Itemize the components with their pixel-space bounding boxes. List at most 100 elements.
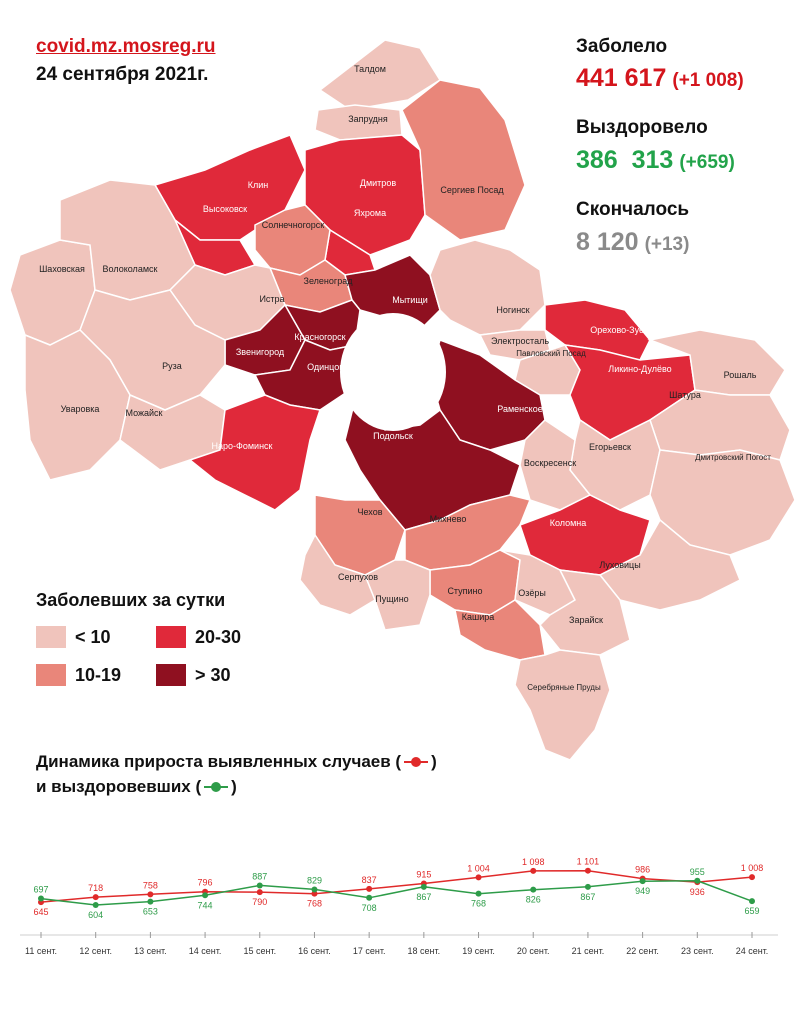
- x-tick-label: 19 сент.: [462, 946, 495, 956]
- data-label: 936: [690, 887, 705, 897]
- legend-label: 10-19: [75, 665, 121, 686]
- region-label: Орехово-Зуево: [590, 325, 653, 335]
- legend-title: Заболевших за сутки: [36, 590, 225, 611]
- data-label: 915: [416, 870, 431, 880]
- data-label: 1 101: [577, 857, 600, 867]
- deaths-value: 8 120 (+13): [576, 228, 689, 257]
- region-label: Руза: [162, 361, 182, 371]
- region-label: Серебряные Пруды: [527, 683, 601, 692]
- x-tick-label: 12 сент.: [79, 946, 112, 956]
- x-tick-label: 13 сент.: [134, 946, 167, 956]
- data-label: 1 004: [467, 863, 490, 873]
- series-point-1: [421, 884, 427, 890]
- series-point-1: [366, 895, 372, 901]
- region-label: Солнечногорск: [262, 220, 324, 230]
- region-label: Рошаль: [724, 370, 757, 380]
- recovered-value: 386 313 (+659): [576, 146, 735, 175]
- data-label: 697: [33, 885, 48, 895]
- infected-label: Заболело: [576, 36, 667, 58]
- legend-swatch: [156, 626, 186, 648]
- data-label: 708: [362, 903, 377, 913]
- region-label: Ступино: [447, 586, 482, 596]
- series-point-1: [749, 898, 755, 904]
- series-point-0: [476, 874, 482, 880]
- region-label: Луховицы: [599, 560, 640, 570]
- series-point-1: [93, 902, 99, 908]
- region-label: Шатура: [669, 390, 701, 400]
- data-label: 645: [33, 907, 48, 917]
- data-label: 829: [307, 875, 322, 885]
- red-dot-line-icon: [404, 757, 428, 767]
- region-label: Пущино: [375, 594, 408, 604]
- x-tick-label: 20 сент.: [517, 946, 550, 956]
- data-label: 867: [416, 892, 431, 902]
- region-label: Красногорск: [294, 332, 345, 342]
- dynamics-title-line1: Динамика прироста выявленных случаев (): [36, 752, 437, 772]
- x-tick-label: 21 сент.: [572, 946, 605, 956]
- region-label: Наро-Фоминск: [212, 441, 273, 451]
- series-point-1: [694, 878, 700, 884]
- legend-item-lt10: < 10: [36, 626, 111, 648]
- data-label: 790: [252, 897, 267, 907]
- region-label: Зеленоград: [304, 276, 354, 286]
- legend-swatch: [36, 626, 66, 648]
- legend-item-20-30: 20-30: [156, 626, 241, 648]
- infected-total: 441 617: [576, 64, 666, 92]
- series-point-1: [202, 892, 208, 898]
- region-серебряные-пруды: [515, 650, 610, 760]
- source-link[interactable]: covid.mz.mosreg.ru: [36, 36, 216, 58]
- data-label: 796: [198, 878, 213, 888]
- region-label: Одинцово: [307, 362, 349, 372]
- series-point-1: [38, 896, 44, 902]
- data-label: 867: [580, 892, 595, 902]
- series-point-1: [640, 878, 646, 884]
- region-label: Высоковск: [203, 204, 247, 214]
- legend-swatch: [36, 664, 66, 686]
- series-point-0: [93, 894, 99, 900]
- data-label: 768: [307, 899, 322, 909]
- series-point-0: [257, 889, 263, 895]
- data-label: 1 098: [522, 857, 545, 867]
- dynamics-line-chart: 645 718 758 796 790 768 837 915 1 004 1 098 1 101 9…: [0, 840, 800, 970]
- region-label: Клин: [248, 180, 269, 190]
- region-label: Уваровка: [61, 404, 100, 414]
- report-date: 24 сентября 2021г.: [36, 64, 208, 86]
- series-point-1: [257, 882, 263, 888]
- legend-label: > 30: [195, 665, 231, 686]
- data-label: 604: [88, 910, 103, 920]
- region-label: Запрудня: [348, 114, 388, 124]
- region-ногинск: [430, 240, 545, 335]
- data-label: 887: [252, 871, 267, 881]
- deaths-label: Скончалось: [576, 199, 689, 221]
- x-tick-label: 23 сент.: [681, 946, 714, 956]
- series-point-0: [530, 868, 536, 874]
- deaths-delta: (+13): [645, 234, 690, 255]
- region-label: Мытищи: [392, 295, 428, 305]
- x-tick-label: 11 сент.: [25, 946, 57, 956]
- infected-delta: (+1 008): [672, 70, 743, 91]
- region-label: Серпухов: [338, 572, 378, 582]
- region-label: Егорьевск: [589, 442, 631, 452]
- dynamics-title-close: ): [431, 752, 437, 772]
- data-label: 955: [690, 867, 705, 877]
- recovered-label: Выздоровело: [576, 117, 708, 139]
- x-tick-label: 15 сент.: [243, 946, 276, 956]
- region-label: Ликино-Дулёво: [608, 364, 671, 374]
- region-label: Яхрома: [354, 208, 386, 218]
- x-tick-label: 17 сент.: [353, 946, 386, 956]
- series-point-1: [476, 891, 482, 897]
- dynamics-title-text: и выздоровевших (: [36, 777, 201, 797]
- data-label: 744: [198, 900, 213, 910]
- data-label: 826: [526, 895, 541, 905]
- x-tick-label: 22 сент.: [626, 946, 659, 956]
- region-label: Подольск: [373, 431, 413, 441]
- green-dot-line-icon: [204, 782, 228, 792]
- series-point-0: [749, 874, 755, 880]
- region-label: Дмитровский Погост: [695, 453, 771, 462]
- legend-item-10-19: 10-19: [36, 664, 121, 686]
- region-label: Михнево: [430, 514, 467, 524]
- data-label: 986: [635, 865, 650, 875]
- data-label: 653: [143, 907, 158, 917]
- legend-item-gt30: > 30: [156, 664, 231, 686]
- region-label: Дмитров: [360, 178, 396, 188]
